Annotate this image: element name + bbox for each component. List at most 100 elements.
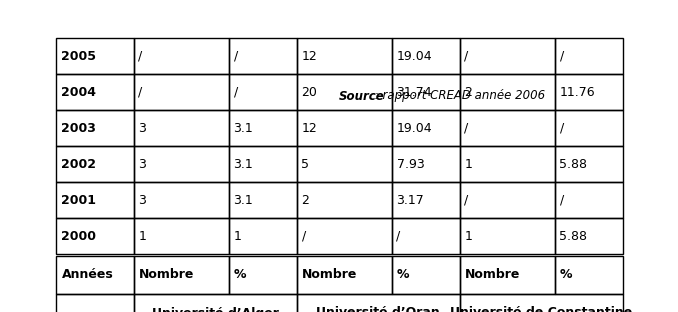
- Bar: [460, 294, 622, 312]
- Bar: [460, 74, 555, 110]
- Bar: [555, 218, 622, 254]
- Bar: [56, 256, 134, 294]
- Bar: [296, 294, 460, 312]
- Text: 20: 20: [302, 85, 317, 99]
- Text: 3.17: 3.17: [397, 193, 424, 207]
- Text: Années: Années: [62, 269, 113, 281]
- Bar: [460, 110, 555, 146]
- Bar: [56, 38, 134, 74]
- Bar: [228, 74, 296, 110]
- Text: %: %: [559, 269, 572, 281]
- Text: 7.93: 7.93: [397, 158, 424, 170]
- Bar: [228, 218, 296, 254]
- Bar: [134, 256, 228, 294]
- Text: 19.04: 19.04: [397, 121, 432, 134]
- Bar: [391, 74, 460, 110]
- Bar: [134, 294, 296, 312]
- Bar: [555, 182, 622, 218]
- Bar: [391, 182, 460, 218]
- Text: Source: Source: [339, 90, 384, 103]
- Bar: [296, 38, 391, 74]
- Bar: [228, 146, 296, 182]
- Text: 1: 1: [464, 158, 473, 170]
- Bar: [134, 38, 228, 74]
- Text: /: /: [464, 193, 468, 207]
- Text: 1: 1: [233, 230, 241, 242]
- Text: 11.76: 11.76: [559, 85, 595, 99]
- Bar: [296, 218, 391, 254]
- Bar: [134, 74, 228, 110]
- Bar: [555, 110, 622, 146]
- Bar: [56, 110, 134, 146]
- Text: /: /: [559, 50, 563, 62]
- Text: 2: 2: [464, 85, 473, 99]
- Bar: [391, 218, 460, 254]
- Text: /: /: [233, 85, 238, 99]
- Bar: [296, 182, 391, 218]
- Bar: [134, 218, 228, 254]
- Bar: [56, 218, 134, 254]
- Bar: [555, 74, 622, 110]
- Text: 2000: 2000: [62, 230, 96, 242]
- Bar: [134, 110, 228, 146]
- Text: /: /: [138, 50, 143, 62]
- Text: 2004: 2004: [62, 85, 96, 99]
- Text: /: /: [233, 50, 238, 62]
- Text: 3: 3: [138, 158, 146, 170]
- Bar: [460, 256, 555, 294]
- Text: Nombre: Nombre: [302, 269, 357, 281]
- Text: /: /: [559, 193, 563, 207]
- Bar: [555, 256, 622, 294]
- Text: 3.1: 3.1: [233, 158, 254, 170]
- Bar: [228, 182, 296, 218]
- Bar: [391, 110, 460, 146]
- Bar: [460, 38, 555, 74]
- Text: Nombre: Nombre: [138, 269, 194, 281]
- Bar: [296, 256, 391, 294]
- Text: /: /: [464, 121, 468, 134]
- Text: 5.88: 5.88: [559, 158, 588, 170]
- Bar: [228, 38, 296, 74]
- Bar: [56, 146, 134, 182]
- Bar: [391, 38, 460, 74]
- Bar: [460, 182, 555, 218]
- Text: Université d’Oran: Université d’Oran: [316, 306, 440, 312]
- Text: 31.74: 31.74: [397, 85, 432, 99]
- Text: 12: 12: [302, 121, 317, 134]
- Text: /: /: [138, 85, 143, 99]
- Bar: [460, 146, 555, 182]
- Text: 1: 1: [138, 230, 146, 242]
- Text: 3.1: 3.1: [233, 121, 254, 134]
- Bar: [296, 110, 391, 146]
- Text: /: /: [559, 121, 563, 134]
- Text: 2005: 2005: [62, 50, 96, 62]
- Bar: [228, 256, 296, 294]
- Bar: [296, 74, 391, 110]
- Bar: [555, 146, 622, 182]
- Text: 2003: 2003: [62, 121, 96, 134]
- Text: Université de Constantine: Université de Constantine: [450, 306, 632, 312]
- Bar: [296, 146, 391, 182]
- Bar: [228, 110, 296, 146]
- Bar: [134, 146, 228, 182]
- Text: 2: 2: [302, 193, 309, 207]
- Text: 2001: 2001: [62, 193, 96, 207]
- Text: %: %: [397, 269, 409, 281]
- Text: 19.04: 19.04: [397, 50, 432, 62]
- Text: 3.1: 3.1: [233, 193, 254, 207]
- Text: 12: 12: [302, 50, 317, 62]
- Text: Université d’Alger: Université d’Alger: [152, 306, 279, 312]
- Text: 5: 5: [302, 158, 309, 170]
- Text: /: /: [302, 230, 306, 242]
- Text: 2002: 2002: [62, 158, 96, 170]
- Bar: [391, 256, 460, 294]
- Text: %: %: [233, 269, 246, 281]
- Text: 1: 1: [464, 230, 473, 242]
- Text: /: /: [397, 230, 401, 242]
- Text: /: /: [464, 50, 468, 62]
- Bar: [56, 294, 134, 312]
- Text: Nombre: Nombre: [464, 269, 520, 281]
- Text: 3: 3: [138, 193, 146, 207]
- Bar: [391, 146, 460, 182]
- Bar: [555, 38, 622, 74]
